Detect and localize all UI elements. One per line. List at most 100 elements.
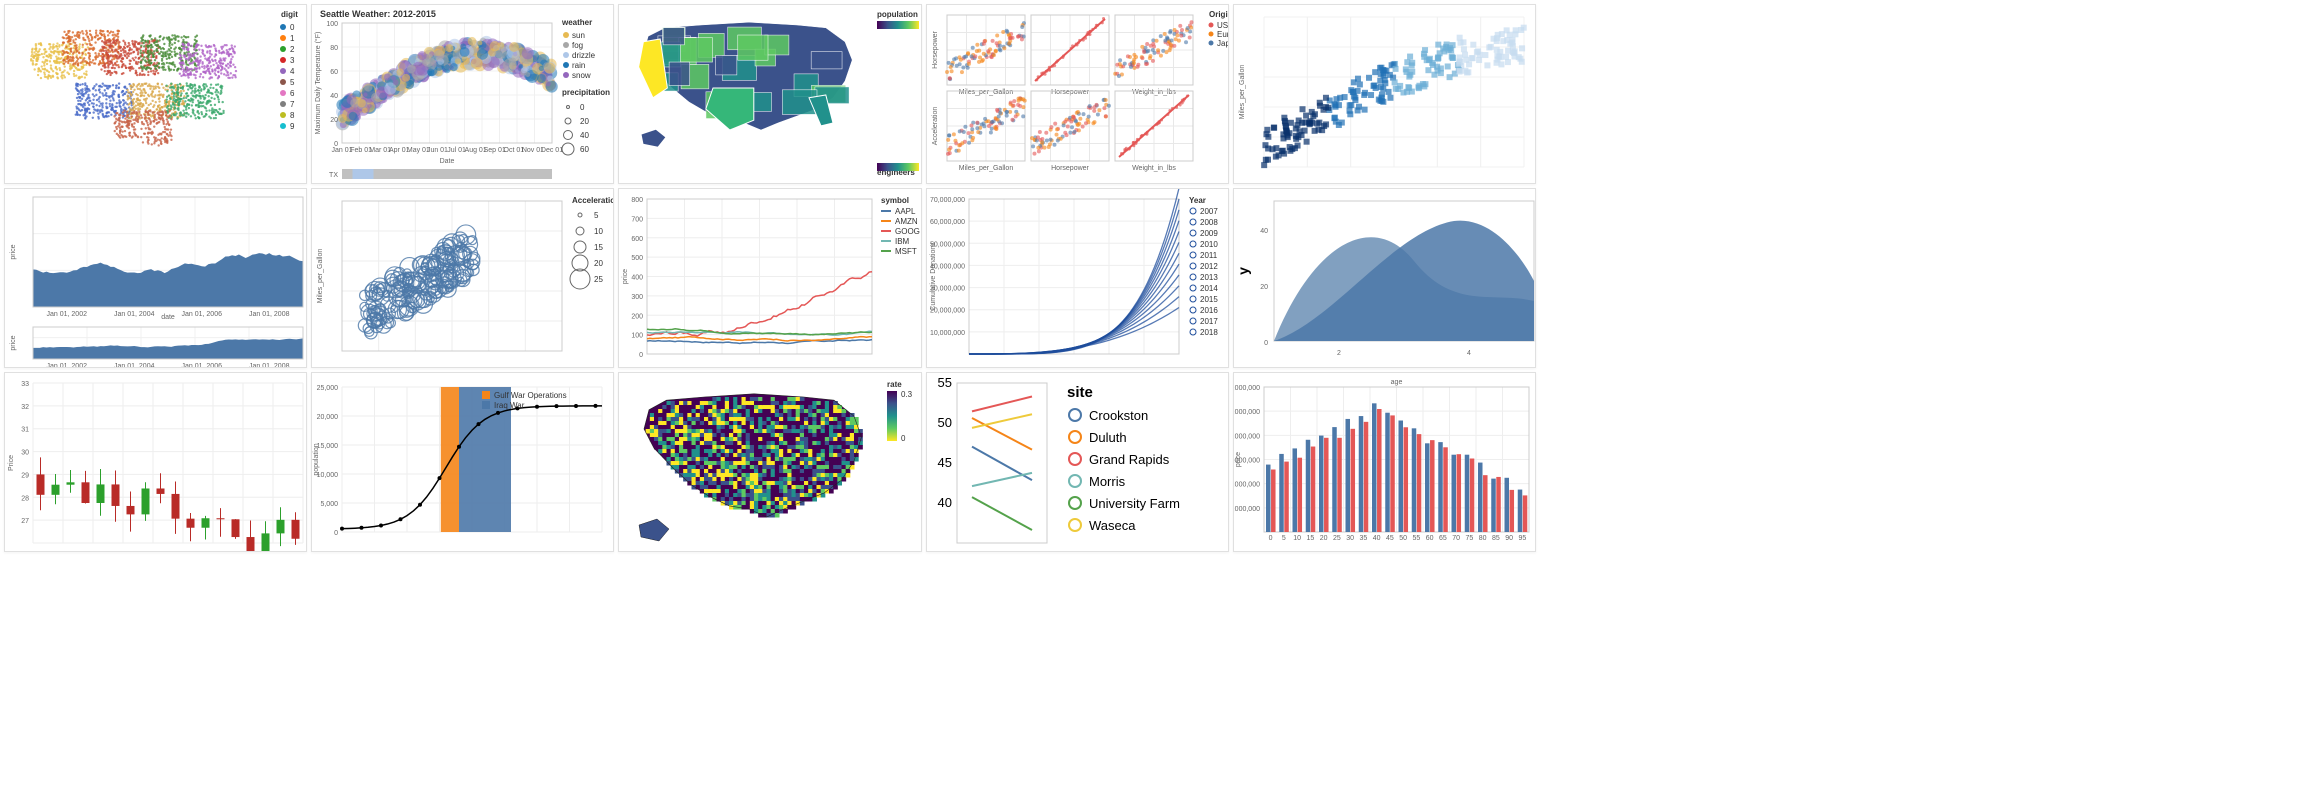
- cell-area-stock: price Jan 01, 2002 Jan 01, 2004 Jan 01, 200…: [4, 188, 307, 368]
- svg-text:Gulf War Operations: Gulf War Operations: [494, 391, 567, 400]
- svg-text:100: 100: [327, 21, 339, 28]
- svg-text:5: 5: [594, 211, 599, 220]
- svg-text:2016: 2016: [1200, 306, 1218, 315]
- svg-text:31: 31: [21, 427, 29, 434]
- svg-text:25: 25: [594, 275, 603, 284]
- svg-text:rain: rain: [572, 61, 585, 70]
- svg-text:Cumulative Donations: Cumulative Donations: [930, 242, 937, 311]
- svg-text:Jul 01: Jul 01: [447, 147, 466, 154]
- svg-text:price: price: [10, 335, 17, 350]
- svg-text:29: 29: [21, 472, 29, 479]
- svg-text:population: population: [313, 443, 320, 475]
- cell-scatter-matrix: Miles_per_GallonHorsepowerHorsepowerWeig…: [926, 4, 1229, 184]
- svg-text:AMZN: AMZN: [895, 217, 918, 226]
- svg-text:80: 80: [330, 45, 338, 52]
- svg-text:10,000,000: 10,000,000: [930, 330, 965, 337]
- svg-text:Jan 01, 2002: Jan 01, 2002: [47, 363, 88, 367]
- svg-text:7: 7: [290, 100, 295, 109]
- svg-text:28: 28: [21, 495, 29, 502]
- cell-stock-lines: 0100200300400500600700800pricesymbolAAPL…: [618, 188, 921, 368]
- svg-text:40: 40: [580, 131, 589, 140]
- svg-text:200: 200: [632, 313, 644, 320]
- svg-text:800: 800: [632, 197, 644, 204]
- svg-text:2010: 2010: [1200, 240, 1218, 249]
- svg-text:2008: 2008: [1200, 218, 1218, 227]
- svg-text:weather: weather: [561, 18, 592, 27]
- svg-text:300: 300: [632, 294, 644, 301]
- svg-text:20,000: 20,000: [317, 414, 339, 421]
- svg-text:40: 40: [1260, 228, 1268, 235]
- svg-text:GOOG: GOOG: [895, 227, 920, 236]
- svg-text:20: 20: [330, 117, 338, 124]
- svg-text:Mar 01: Mar 01: [369, 147, 391, 154]
- svg-text:Miles_per_Gallon: Miles_per_Gallon: [317, 249, 324, 304]
- svg-text:drizzle: drizzle: [572, 51, 596, 60]
- svg-text:32: 32: [21, 404, 29, 411]
- svg-text:60: 60: [330, 69, 338, 76]
- svg-text:0: 0: [334, 530, 338, 537]
- cell-us-dot-map: digit0123456789: [4, 4, 307, 184]
- svg-text:precipitation: precipitation: [562, 88, 610, 97]
- svg-text:Jan 01, 2006: Jan 01, 2006: [182, 311, 223, 318]
- svg-text:10: 10: [594, 227, 603, 236]
- svg-text:digit: digit: [281, 10, 298, 19]
- svg-text:500: 500: [632, 255, 644, 262]
- svg-text:Jan 01, 2008: Jan 01, 2008: [249, 311, 290, 318]
- svg-text:400: 400: [632, 275, 644, 282]
- svg-text:33: 33: [21, 381, 29, 388]
- svg-text:2013: 2013: [1200, 273, 1218, 282]
- cell-candlestick: 27282930313233Price: [4, 372, 307, 552]
- svg-text:40: 40: [330, 93, 338, 100]
- svg-text:Dec 01: Dec 01: [541, 147, 563, 154]
- svg-text:Iraq War: Iraq War: [494, 401, 525, 410]
- svg-text:Jun 01: Jun 01: [427, 147, 448, 154]
- cell-cumulative-lines: 10,000,00020,000,00030,000,00040,000,000…: [926, 188, 1229, 368]
- svg-text:2017: 2017: [1200, 317, 1218, 326]
- svg-text:USA: USA: [1217, 21, 1229, 30]
- svg-text:Year: Year: [1189, 196, 1206, 205]
- svg-text:4: 4: [1467, 350, 1471, 357]
- cell-us-choropleth: populationengineers: [618, 4, 921, 184]
- cell-grouped-bars: 051015202530354045505560657075808590952,…: [1233, 372, 1536, 552]
- svg-text:25,000: 25,000: [317, 385, 339, 392]
- svg-text:5: 5: [290, 78, 295, 87]
- svg-text:Acceleration: Acceleration: [572, 196, 614, 205]
- svg-text:0: 0: [290, 23, 295, 32]
- svg-text:Weight_in_lbs: Weight_in_lbs: [1132, 165, 1176, 172]
- svg-text:Acceleration: Acceleration: [932, 107, 939, 146]
- svg-text:price: price: [622, 269, 629, 284]
- svg-text:0: 0: [1264, 340, 1268, 347]
- cell-mpg-scatter: Miles_per_Gallon: [1233, 4, 1536, 184]
- svg-text:700: 700: [632, 216, 644, 223]
- svg-text:Jan 01, 2004: Jan 01, 2004: [114, 363, 155, 367]
- svg-text:fog: fog: [572, 41, 583, 50]
- svg-text:Miles_per_Gallon: Miles_per_Gallon: [1239, 65, 1246, 120]
- svg-text:6: 6: [290, 89, 295, 98]
- svg-text:y: y: [1235, 267, 1251, 275]
- svg-text:600: 600: [632, 236, 644, 243]
- svg-text:1: 1: [290, 34, 295, 43]
- svg-text:Seattle Weather: 2012-2015: Seattle Weather: 2012-2015: [320, 9, 436, 19]
- svg-text:date: date: [161, 314, 175, 321]
- svg-text:20: 20: [580, 117, 589, 126]
- svg-text:Jan 01, 2008: Jan 01, 2008: [249, 363, 290, 367]
- cell-seattle-weather: Seattle Weather: 2012-2015020406080100Ma…: [311, 4, 614, 184]
- svg-text:MSFT: MSFT: [895, 247, 917, 256]
- svg-text:60: 60: [580, 145, 589, 154]
- svg-text:2009: 2009: [1200, 229, 1218, 238]
- svg-text:60,000,000: 60,000,000: [930, 219, 965, 226]
- svg-text:Horsepower: Horsepower: [932, 30, 939, 68]
- svg-text:Horsepower: Horsepower: [1051, 165, 1089, 172]
- svg-text:4: 4: [290, 67, 295, 76]
- svg-text:TX: TX: [329, 172, 338, 179]
- svg-text:price: price: [10, 244, 17, 259]
- cell-bubble-scatter: Miles_per_GallonAcceleration510152025: [311, 188, 614, 368]
- svg-text:symbol: symbol: [881, 196, 909, 205]
- cell-barley-lines: 40455055siteCrookstonDuluthGrand RapidsM…: [926, 372, 1229, 552]
- svg-text:20: 20: [594, 259, 603, 268]
- svg-text:2014: 2014: [1200, 284, 1218, 293]
- cell-stacked-area: 0204024y: [1233, 188, 1536, 368]
- svg-text:2018: 2018: [1200, 328, 1218, 337]
- svg-text:3: 3: [290, 56, 295, 65]
- svg-text:Europe: Europe: [1217, 30, 1229, 39]
